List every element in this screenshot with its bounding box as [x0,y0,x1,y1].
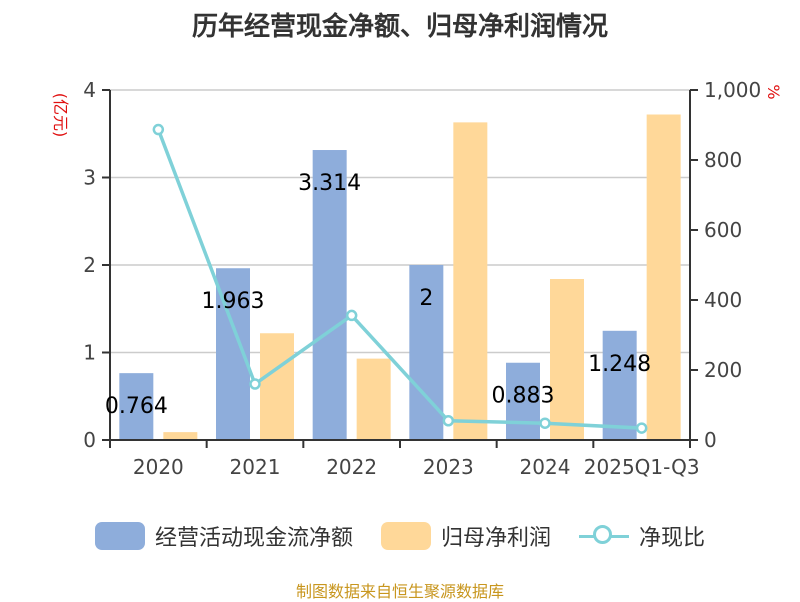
right-tick-label: 800 [704,148,742,172]
bar-cashflow [119,373,154,440]
legend-label-ratio: 净现比 [639,526,706,551]
bar-net-profit [163,432,198,440]
legend-item-cashflow[interactable]: 经营活动现金流净额 [94,520,353,552]
ratio-point [442,415,455,427]
left-axis-unit: (亿元) [51,93,70,138]
right-tick-label: 1,000 [704,78,761,102]
legend-label-cashflow: 经营活动现金流净额 [154,526,353,551]
left-tick-label: 4 [83,78,96,102]
ratio-point [345,309,358,322]
legend-item-net-profit[interactable]: 归母净利润 [380,520,551,552]
bar-net-profit [550,279,584,440]
bar-cashflow [602,330,637,440]
x-tick-label: 2022 [326,455,377,479]
data-labels: 0.764 1.963 3.314 2 0.883 1.248 [105,171,651,419]
x-tick-label: 2021 [230,455,281,479]
x-tick-label: 2025Q1-Q3 [584,455,700,479]
legend-swatch-cashflow [94,522,145,550]
chart-title: 历年经营现金净额、归母净利润情况 [191,12,608,42]
left-tick-label: 0 [83,428,96,452]
legend-line-marker-icon [579,522,629,550]
right-tick-label: 600 [704,218,742,242]
source-note: 制图数据来自恒生聚源数据库 [295,582,504,601]
grid-lines [110,89,690,354]
ratio-point [539,417,551,429]
ratio-point [635,422,648,434]
left-tick-label: 2 [83,253,96,277]
cashflow-data-label: 1.248 [588,352,651,377]
cashflow-data-label: 0.883 [492,384,555,409]
x-tick-label: 2023 [423,455,474,479]
right-tick-label: 200 [704,358,742,382]
cashflow-data-label: 0.764 [105,394,168,419]
right-axis-unit: % [764,84,783,99]
bar-cashflow [506,362,540,440]
left-tick-label: 3 [83,166,96,190]
ratio-point [249,378,261,390]
cashflow-data-label: 1.963 [202,289,265,314]
right-tick-label: 400 [704,288,742,312]
x-tick-label: 2024 [520,455,571,479]
legend-item-ratio[interactable]: 净现比 [579,520,705,552]
bar-net-profit [453,122,488,440]
ratio-point [152,123,165,136]
bars [119,114,681,440]
legend-swatch-net-profit [380,522,431,550]
bar-net-profit [260,333,294,440]
legend-line-dot [593,525,612,544]
right-tick-label: 0 [704,428,717,452]
ratio-line [152,123,648,434]
legend-label-net-profit: 归母净利润 [440,526,551,551]
left-tick-label: 1 [83,341,96,365]
ratio-line-path [156,128,642,430]
bar-cashflow [312,150,347,440]
legend: 经营活动现金流净额 归母净利润 净现比 [0,516,800,556]
bar-net-profit [356,358,391,440]
bar-net-profit [646,114,681,440]
x-tick-label: 2020 [133,455,184,479]
axes: 0 1 2 3 4 0 200 400 600 800 1,000 2020 2021 2022 2023 2… [51,78,783,479]
cashflow-data-label: 2 [419,286,433,311]
cashflow-data-label: 3.314 [298,171,361,196]
